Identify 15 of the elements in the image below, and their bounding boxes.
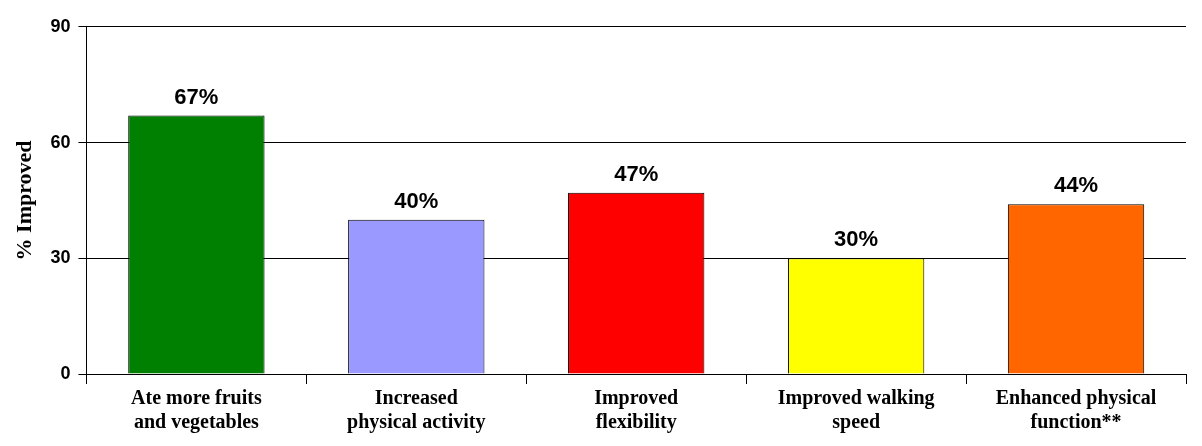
y-axis-title: % Improved [10,140,36,261]
x-tick-label: Improved walking speed [777,386,935,434]
data-label: 40% [394,187,439,213]
y-tick-label: 90 [50,15,71,36]
data-label: 30% [834,226,879,252]
y-tick-label: 30 [50,247,71,268]
x-tick-label: Increased physical activity [347,386,486,434]
x-tick-label: Improved flexibility [594,386,679,434]
data-label: 44% [1054,172,1099,198]
y-tick-label: 0 [60,362,71,383]
y-tick-label: 60 [50,131,71,152]
data-label: 47% [614,160,659,186]
data-label: 67% [174,83,219,109]
x-tick-label: Ate more fruits and vegetables [131,386,262,434]
x-tick-label: Enhanced physical function** [995,386,1157,433]
